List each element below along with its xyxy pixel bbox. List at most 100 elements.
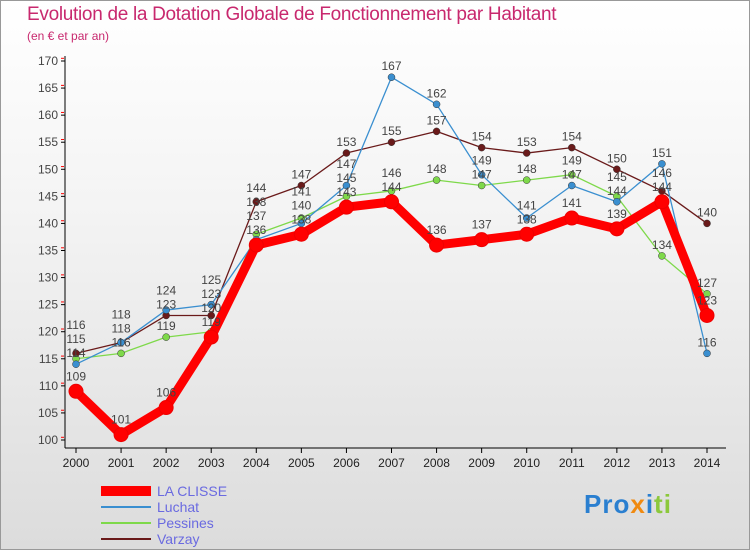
x-tick-label: 2013 (649, 456, 676, 470)
data-point (429, 237, 445, 253)
data-point (293, 226, 309, 242)
y-tick-label: 110 (39, 379, 58, 393)
data-label: 134 (652, 238, 672, 252)
data-label: 144 (246, 181, 266, 195)
legend-item: Luchat (101, 499, 227, 515)
data-point (252, 198, 261, 206)
data-label: 118 (112, 307, 131, 321)
data-point (609, 221, 625, 237)
legend-swatch (101, 522, 151, 524)
data-point (248, 237, 264, 253)
data-point (564, 210, 580, 226)
data-point (613, 198, 621, 206)
data-point (297, 181, 306, 190)
data-point (342, 149, 351, 157)
data-label: 138 (517, 212, 537, 226)
data-label: 147 (472, 168, 492, 182)
x-tick-label: 2005 (288, 456, 315, 470)
data-point (203, 329, 219, 345)
y-tick-label: 165 (38, 81, 58, 95)
legend-swatch (101, 506, 151, 508)
data-label: 147 (336, 157, 356, 171)
data-point (519, 226, 535, 242)
data-label: 127 (697, 276, 717, 290)
data-point (117, 338, 125, 347)
data-label: 146 (652, 166, 672, 180)
data-label: 147 (562, 168, 582, 182)
data-point (703, 349, 711, 358)
data-label: 149 (472, 154, 492, 168)
legend-label: Pessines (157, 515, 214, 531)
data-label: 141 (291, 184, 311, 198)
data-label: 153 (336, 135, 356, 149)
data-point (658, 160, 666, 168)
data-point (387, 138, 396, 146)
data-label: 146 (381, 166, 401, 180)
chart-subtitle: (en € et par an) (27, 29, 110, 43)
y-tick-label: 135 (38, 244, 58, 258)
data-label: 144 (607, 184, 627, 198)
data-point (522, 214, 531, 222)
data-label: 138 (291, 212, 311, 226)
data-label: 123 (201, 287, 221, 301)
data-label: 148 (517, 162, 537, 176)
x-tick-label: 2002 (153, 456, 180, 470)
data-point (568, 181, 576, 190)
data-label: 145 (607, 170, 627, 184)
y-tick-label: 160 (38, 108, 58, 122)
legend-label: Varzay (157, 531, 200, 547)
legend-swatch (101, 486, 151, 496)
data-point (158, 400, 174, 416)
y-tick-label: 125 (38, 298, 58, 312)
data-label: 149 (562, 154, 582, 168)
data-label: 143 (336, 185, 356, 199)
y-tick-label: 155 (38, 135, 58, 149)
x-tick-label: 2008 (423, 456, 450, 470)
data-label: 141 (517, 198, 537, 212)
proxiti-logo: Proxiti (584, 489, 672, 519)
data-point (703, 290, 711, 298)
data-label: 154 (472, 130, 492, 144)
legend-swatch (101, 538, 151, 540)
data-label: 136 (246, 223, 266, 237)
x-tick-label: 2011 (559, 456, 585, 470)
legend-item: Varzay (101, 531, 227, 547)
data-point (477, 143, 486, 152)
x-tick-label: 2000 (63, 456, 90, 470)
data-label: 145 (336, 171, 356, 185)
x-tick-label: 2012 (604, 456, 631, 470)
data-label: 116 (697, 335, 716, 349)
data-label: 125 (201, 273, 221, 287)
legend-item: LA CLISSE (101, 483, 227, 499)
data-point (162, 306, 170, 314)
data-point (568, 143, 576, 152)
x-tick-label: 2010 (513, 456, 540, 470)
data-label: 150 (607, 151, 627, 165)
data-point (207, 300, 215, 309)
data-label: 167 (381, 59, 401, 73)
data-label: 116 (66, 318, 85, 332)
x-tick-label: 2001 (108, 456, 135, 470)
x-tick-label: 2009 (468, 456, 495, 470)
data-point (384, 194, 399, 210)
data-label: 138 (246, 195, 266, 209)
data-label: 139 (607, 207, 627, 221)
data-label: 141 (562, 196, 582, 210)
data-point (568, 170, 576, 179)
data-label: 136 (427, 223, 447, 237)
y-tick-label: 120 (38, 325, 58, 339)
data-point (113, 427, 129, 443)
data-label: 151 (652, 146, 672, 160)
data-point (477, 181, 486, 190)
x-tick-label: 2006 (333, 456, 360, 470)
data-point (522, 176, 531, 184)
data-label: 144 (381, 180, 401, 194)
data-label: 119 (202, 315, 221, 329)
data-point (522, 149, 531, 157)
legend-label: Luchat (157, 499, 200, 515)
data-point (72, 360, 80, 368)
data-label: 124 (156, 283, 176, 297)
data-label: 162 (427, 86, 447, 100)
